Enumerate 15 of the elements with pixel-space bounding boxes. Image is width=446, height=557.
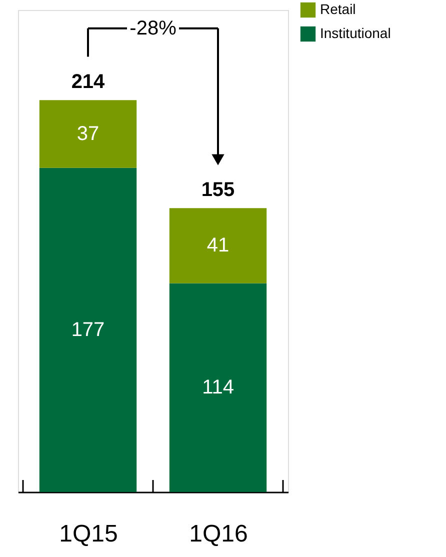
data-label: 41 (206, 234, 230, 257)
bar (169, 283, 267, 492)
total-label: 155 (201, 179, 235, 202)
data-label: 177 (71, 318, 105, 341)
legend-label: Institutional (320, 25, 391, 41)
data-label: 114 (202, 376, 234, 399)
x-tick-label: 1Q16 (189, 520, 248, 548)
text: -28% (130, 17, 177, 40)
bar (169, 208, 267, 284)
bar (39, 100, 137, 168)
bar (39, 168, 137, 492)
data-label: 37 (76, 123, 100, 146)
x-tick-label: 1Q15 (59, 520, 118, 548)
legend-label: Retail (320, 1, 356, 17)
total-label: 214 (71, 71, 106, 94)
